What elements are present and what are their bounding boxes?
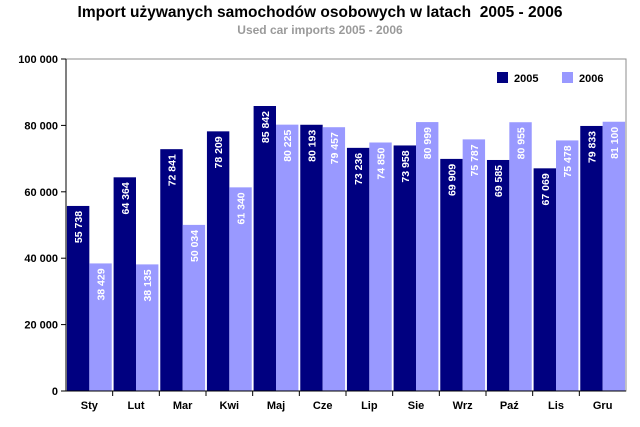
bar-2005-Lip [346,147,370,391]
data-label-2006-Wrz: 75 787 [469,144,481,176]
bar-2005-Gru [580,125,603,391]
data-label-2005-Sty: 55 738 [73,211,85,243]
bar-2006-Cze [322,127,346,391]
bar-2006-Sie [416,122,439,392]
data-label-2005-Paź: 69 585 [493,165,505,197]
data-label-2005-Sie: 73 958 [400,150,412,182]
y-tick-label: 60 000 [24,187,58,199]
bar-2005-Mar [160,149,183,391]
chart-title: Import używanych samochodów osobowych w … [77,4,563,21]
legend-swatch-2006 [562,72,573,83]
legend-label-2006: 2006 [579,73,603,85]
data-label-2005-Mar: 72 841 [166,154,178,186]
data-label-2005-Lip: 73 236 [353,153,365,185]
data-label-2006-Kwi: 61 340 [236,192,248,224]
x-tick-label: Paź [500,400,519,412]
data-label-2006-Maj: 80 225 [282,130,294,162]
legend: 2005 2006 [497,72,603,85]
x-tick-label: Lis [548,400,564,412]
data-label-2005-Lut: 64 364 [120,182,132,214]
data-label-2005-Kwi: 78 209 [213,136,225,168]
data-label-2006-Lut: 38 135 [142,269,154,301]
x-tick-label: Sie [408,400,425,412]
bar-2005-Sie [393,145,416,391]
data-label-2006-Sie: 80 999 [422,127,434,159]
bar-2006-Wrz [462,139,486,391]
bar-2006-Paź [509,122,532,391]
data-label-2005-Lis: 67 069 [540,173,552,205]
x-tick-label: Maj [267,400,285,412]
x-tick-label: Cze [313,400,333,412]
bar-2005-Maj [253,106,276,391]
bar-2006-Gru [602,121,626,392]
x-tick-label: Sty [81,400,99,412]
bar-2006-Lis [556,140,579,391]
data-label-2005-Gru: 79 833 [586,131,598,163]
bar-2006-Maj [276,124,299,391]
data-label-2006-Sty: 38 429 [96,268,108,300]
bar-2005-Lut [113,177,136,391]
y-tick-label: 40 000 [24,253,58,265]
data-label-2006-Gru: 81 100 [609,127,621,159]
x-tick-label: Wrz [453,400,473,412]
bar-2005-Paź [486,159,510,391]
bar-2006-Kwi [229,187,252,391]
x-tick-label: Mar [173,400,193,412]
y-tick-label: 80 000 [24,120,58,132]
data-label-2005-Wrz: 69 909 [446,164,458,196]
legend-label-2005: 2005 [514,73,538,85]
bar-2005-Sty [66,205,90,391]
chart-subtitle: Used car imports 2005 - 2006 [237,23,403,37]
data-label-2005-Maj: 85 842 [260,111,272,143]
x-tick-label: Gru [593,400,613,412]
y-tick-label: 0 [52,386,58,398]
plot-area [65,58,627,392]
data-label-2006-Paź: 80 955 [516,127,528,159]
y-tick-label: 100 000 [18,54,58,66]
bar-2005-Wrz [440,158,463,391]
bar-2006-Lip [369,142,392,391]
data-label-2006-Lis: 75 478 [562,145,574,177]
data-label-2005-Cze: 80 193 [306,130,318,162]
x-tick-label: Kwi [220,400,240,412]
bar-2005-Kwi [206,131,230,391]
bar-2005-Cze [300,124,323,391]
bar-2005-Lis [533,168,556,391]
data-label-2006-Cze: 79 457 [329,132,341,164]
bar-2006-Lut [136,264,159,391]
y-tick-label: 20 000 [24,320,58,332]
data-label-2006-Lip: 74 850 [376,147,388,179]
bar-2006-Sty [89,263,112,391]
data-label-2006-Mar: 50 034 [189,230,201,262]
x-tick-label: Lip [361,400,378,412]
x-tick-label: Lut [127,400,144,412]
legend-swatch-2005 [497,72,508,83]
bar-2006-Mar [182,224,206,391]
